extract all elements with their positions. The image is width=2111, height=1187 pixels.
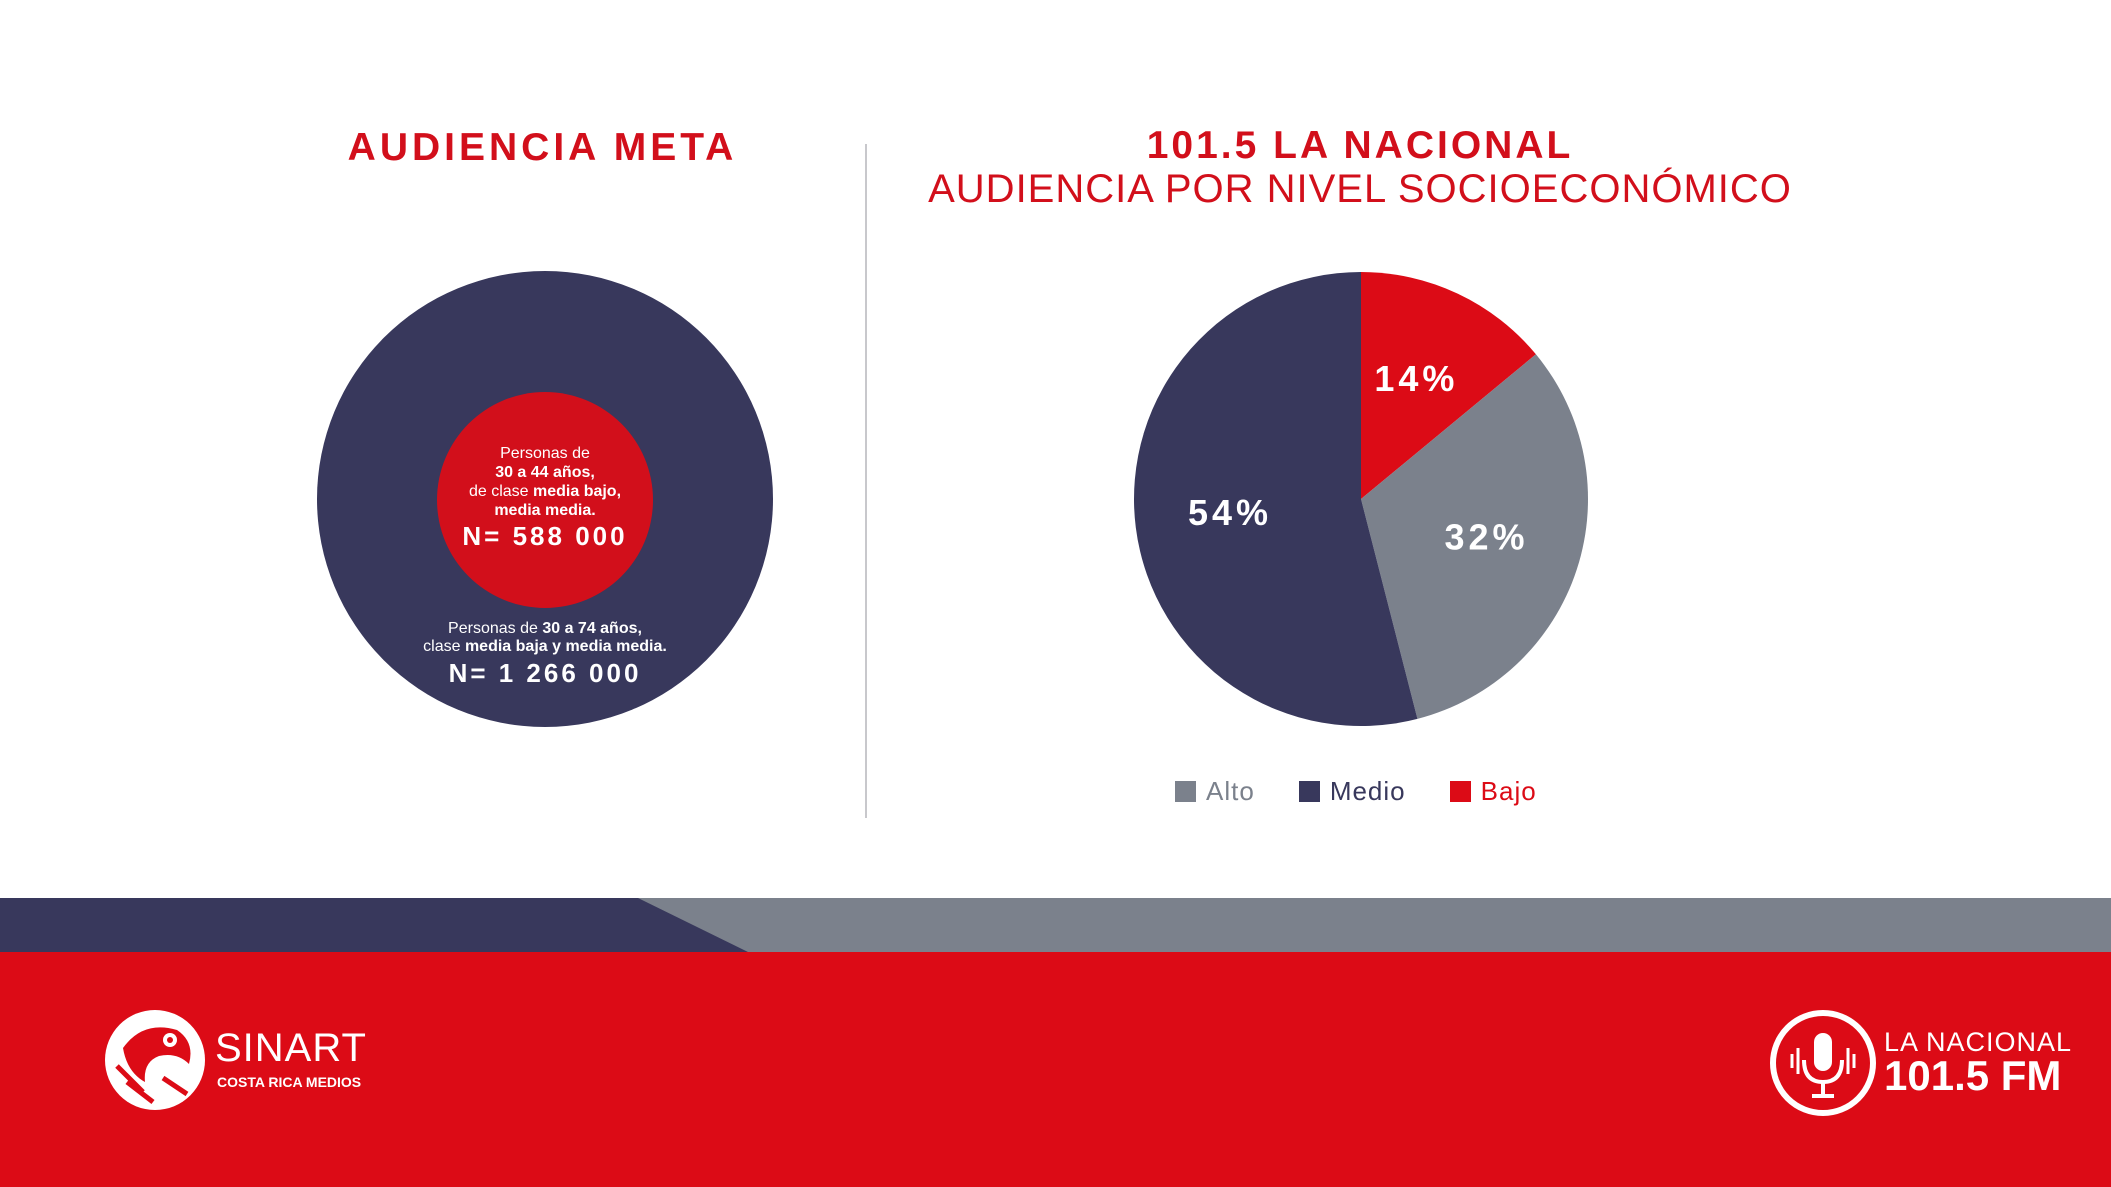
inner-line-2: 30 a 44 años, [437,463,653,482]
inner-circle-description: Personas de 30 a 44 años, de clase media… [437,444,653,520]
sinart-subtitle: COSTA RICA MEDIOS [217,1074,362,1090]
radio-station-name: LA NACIONAL [1884,1027,2073,1057]
socioeconomic-pie-chart: 14% 32% 54% [1134,272,1588,726]
left-title: AUDIENCIA META [347,126,738,169]
inner-line-1: Personas de [500,445,590,462]
sinart-bird-logo-icon [105,1010,205,1110]
pie-slice-medio [1134,272,1418,726]
outer-line-2: clase media baja y media media. [345,638,745,656]
legend-swatch-bajo [1449,781,1471,802]
inner-audience-circle [437,392,653,608]
outer-line-2-pre: clase [423,638,465,655]
legend-swatch-alto [1175,781,1196,802]
footer-red-band [0,952,2111,1187]
inner-line-4: media media. [437,501,653,520]
pie-slice-bajo [1361,272,1536,499]
inner-n-value: N= 588 000 [462,521,628,551]
outer-line-1-bold: 30 a 74 años, [542,620,642,637]
outer-line-2-bold: media baja y media media. [464,638,667,655]
inner-line-4-bold: media media. [494,502,596,519]
legend-label-bajo: Bajo [1480,776,1537,806]
inner-line-3: de clase media bajo, [437,482,653,501]
microphone-logo-icon [1770,1010,1876,1116]
inner-line-3-pre: de clase [468,483,533,500]
radio-frequency: 101.5 FM [1884,1052,2062,1099]
outer-line-1-pre: Personas de [448,620,543,637]
outer-circle-description: Personas de 30 a 74 años, clase media ba… [345,620,745,656]
pie-label-alto: 32% [1445,516,1529,557]
legend-item-medio: Medio [1298,776,1406,807]
vertical-divider [865,144,867,818]
legend-label-medio: Medio [1329,776,1406,806]
pie-label-medio: 54% [1188,492,1272,533]
inner-line-2-bold: 30 a 44 años, [495,464,595,481]
inner-line-3-bold: media bajo, [533,483,622,500]
chart-legend: Alto Medio Bajo [1175,776,1581,807]
legend-item-alto: Alto [1175,776,1255,807]
pie-label-bajo: 14% [1374,358,1458,399]
legend-label-alto: Alto [1206,776,1255,806]
outer-n-value: N= 1 266 000 [448,658,642,688]
chart-title: 101.5 LA NACIONAL [1146,124,1574,167]
sinart-name: SINART [215,1026,367,1070]
chart-subtitle: AUDIENCIA POR NIVEL SOCIOECONÓMICO [928,167,1792,211]
outer-line-1: Personas de 30 a 74 años, [345,620,745,638]
footer-navy-band [0,898,748,952]
legend-swatch-medio [1298,781,1320,802]
pie-slice-alto [1361,354,1588,719]
legend-item-bajo: Bajo [1449,776,1537,807]
